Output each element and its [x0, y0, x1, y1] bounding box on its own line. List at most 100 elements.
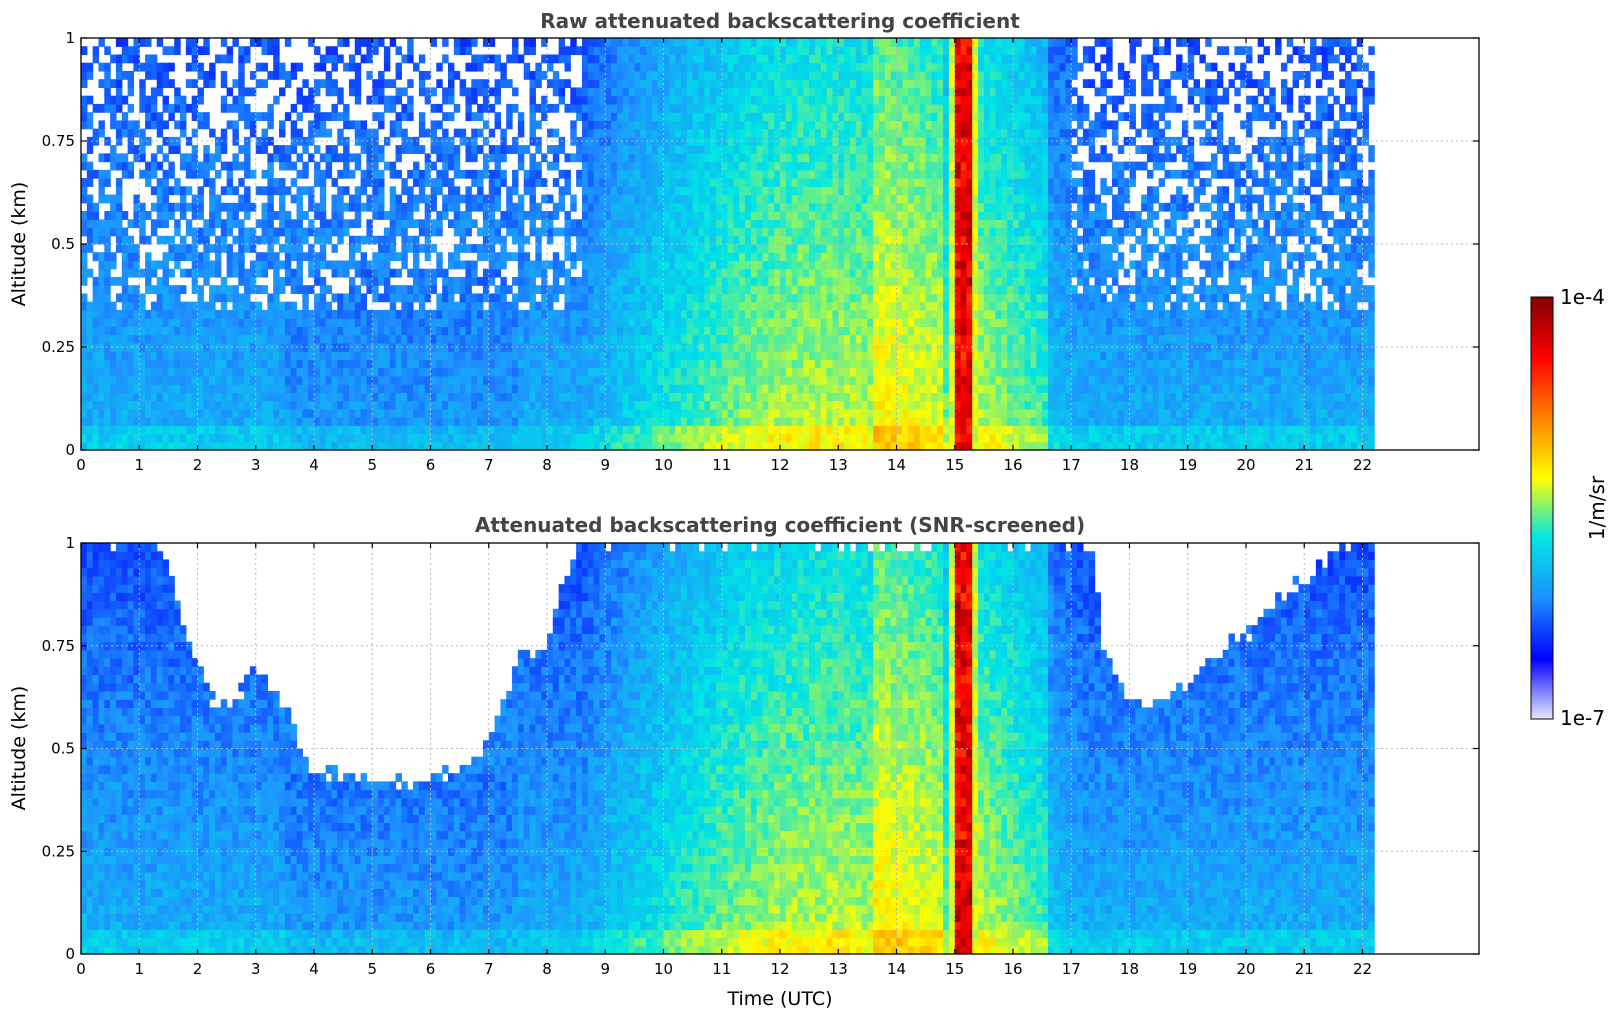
- heatmap-cell: [133, 408, 140, 418]
- heatmap-cell: [727, 252, 734, 262]
- heatmap-cell: [378, 120, 385, 130]
- heatmap-cell: [512, 145, 519, 154]
- heatmap-cell: [593, 244, 601, 253]
- heatmap-cell: [622, 441, 630, 450]
- heatmap-cell: [547, 293, 554, 303]
- heatmap-cell: [698, 301, 705, 311]
- heatmap-cell: [378, 260, 385, 270]
- heatmap-cell: [558, 227, 566, 237]
- heatmap-cell: [727, 70, 734, 80]
- heatmap-cell: [710, 392, 717, 402]
- heatmap-cell: [81, 375, 88, 385]
- heatmap-cell: [785, 136, 793, 146]
- heatmap-cell: [762, 400, 769, 410]
- heatmap-cell: [710, 186, 717, 196]
- heatmap-cell: [389, 441, 397, 450]
- heatmap-cell: [191, 38, 199, 47]
- heatmap-cell: [541, 433, 548, 443]
- heatmap-cell: [273, 351, 280, 360]
- heatmap-cell: [710, 425, 717, 435]
- heatmap-cell: [750, 145, 758, 154]
- heatmap-cell: [698, 70, 705, 80]
- heatmap-cell: [447, 79, 455, 89]
- heatmap-cell: [745, 153, 752, 163]
- heatmap-cell: [698, 79, 705, 89]
- heatmap-cell: [750, 260, 758, 270]
- heatmap-cell: [634, 400, 641, 410]
- heatmap-cell: [622, 309, 630, 319]
- heatmap-cell: [704, 268, 711, 278]
- heatmap-cell: [727, 161, 734, 171]
- heatmap-cell: [424, 417, 432, 426]
- heatmap-cell: [261, 235, 268, 245]
- heatmap-cell: [337, 153, 344, 163]
- heatmap-cell: [482, 285, 490, 295]
- heatmap-cell: [343, 334, 350, 344]
- heatmap-cell: [436, 79, 443, 89]
- heatmap-cell: [791, 417, 799, 426]
- heatmap-cell: [587, 384, 595, 393]
- heatmap-cell: [616, 120, 624, 130]
- heatmap-cell: [564, 293, 571, 303]
- heatmap-cell: [611, 95, 618, 105]
- heatmap-cell: [319, 79, 327, 89]
- heatmap-cell: [150, 408, 158, 418]
- heatmap-cell: [535, 301, 542, 311]
- heatmap-cell: [209, 400, 216, 410]
- heatmap-cell: [488, 293, 496, 303]
- heatmap-cell: [145, 169, 152, 179]
- heatmap-cell: [244, 46, 251, 56]
- heatmap-cell: [587, 260, 595, 270]
- heatmap-cell: [692, 161, 700, 171]
- heatmap-cell: [150, 62, 158, 72]
- heatmap-cell: [506, 433, 513, 443]
- heatmap-cell: [424, 153, 432, 163]
- heatmap-cell: [447, 161, 455, 171]
- heatmap-cell: [698, 112, 705, 121]
- heatmap-cell: [325, 161, 333, 171]
- heatmap-cell: [558, 326, 566, 336]
- heatmap-cell: [494, 384, 501, 393]
- heatmap-cell: [418, 128, 426, 138]
- heatmap-cell: [453, 326, 461, 336]
- heatmap-cell: [471, 301, 478, 311]
- heatmap-cell: [634, 392, 641, 402]
- heatmap-cell: [110, 334, 117, 344]
- heatmap-cell: [308, 38, 315, 47]
- heatmap-cell: [407, 417, 414, 426]
- heatmap-cell: [453, 70, 461, 80]
- heatmap-cell: [756, 227, 764, 237]
- heatmap-cell: [547, 161, 554, 171]
- heatmap-cell: [372, 112, 379, 121]
- heatmap-cell: [267, 169, 274, 179]
- heatmap-cell: [523, 318, 531, 327]
- heatmap-cell: [337, 417, 344, 426]
- heatmap-cell: [197, 417, 204, 426]
- heatmap-cell: [360, 417, 368, 426]
- heatmap-cell: [581, 359, 589, 369]
- heatmap-cell: [267, 136, 274, 146]
- heatmap-cell: [616, 128, 624, 138]
- heatmap-cell: [587, 202, 595, 212]
- heatmap-cell: [680, 169, 688, 179]
- heatmap-cell: [81, 318, 88, 327]
- heatmap-cell: [680, 235, 688, 245]
- heatmap-cell: [680, 211, 688, 220]
- heatmap-cell: [529, 400, 536, 410]
- heatmap-cell: [314, 62, 321, 72]
- heatmap-cell: [465, 326, 472, 336]
- heatmap-cell: [296, 408, 303, 418]
- heatmap-cell: [308, 87, 315, 97]
- heatmap-cell: [529, 202, 536, 212]
- heatmap-cell: [418, 326, 426, 336]
- heatmap-cell: [378, 178, 385, 187]
- heatmap-cell: [762, 54, 769, 64]
- heatmap-cell: [372, 433, 379, 443]
- heatmap-cell: [442, 128, 449, 138]
- heatmap-cell: [581, 367, 589, 377]
- heatmap-cell: [774, 244, 781, 253]
- heatmap-cell: [710, 38, 717, 47]
- heatmap-cell: [541, 285, 548, 295]
- heatmap-cell: [110, 425, 117, 435]
- heatmap-cell: [745, 268, 752, 278]
